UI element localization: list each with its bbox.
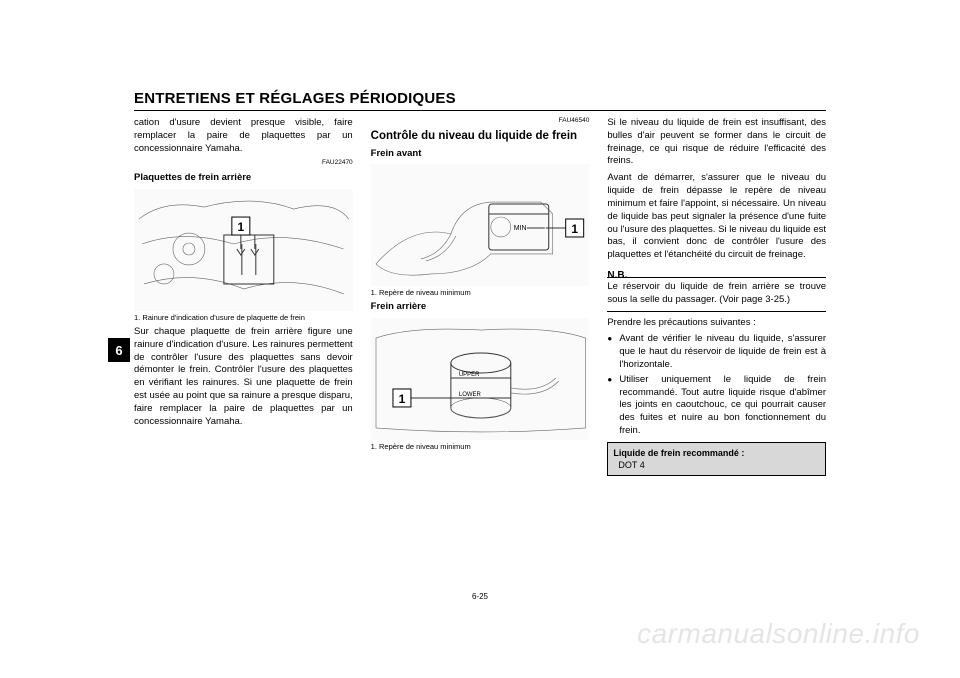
col1-subhead: Plaquettes de frein arrière — [134, 172, 353, 185]
fig2a-label: 1 — [571, 222, 578, 236]
bullet-1: Avant de vérifier le niveau du liquide, … — [607, 333, 826, 371]
figure-rear-brake-reservoir: UPPER LOWER 1 — [371, 318, 590, 440]
fig1-label: 1 — [238, 220, 245, 234]
recommended-fluid-box: Liquide de frein recommandé : DOT 4 — [607, 442, 826, 476]
column-2: FAU46540 Contrôle du niveau du liquide d… — [371, 117, 590, 476]
upper-label: UPPER — [459, 372, 480, 378]
precautions-list: Avant de vérifier le niveau du liquide, … — [607, 333, 826, 438]
watermark: carmanualsonline.info — [637, 618, 920, 650]
col1-body: Sur chaque plaquette de frein arrière fi… — [134, 326, 353, 429]
col2-sub1: Frein avant — [371, 148, 590, 161]
col2-figcap2: 1. Repère de niveau minimum — [371, 442, 590, 451]
col3-p2: Avant de démarrer, s'assurer que le nive… — [607, 172, 826, 262]
min-label: MIN — [513, 225, 526, 232]
col2-mainhead: Contrôle du niveau du liquide de frein — [371, 130, 590, 144]
col2-figcap1: 1. Repère de niveau minimum — [371, 288, 590, 297]
nb-body: Le réservoir du liquide de frein arrière… — [607, 281, 826, 307]
fig2b-label: 1 — [398, 392, 405, 406]
box-value: DOT 4 — [618, 460, 644, 470]
box-label: Liquide de frein recommandé : — [613, 448, 744, 458]
page-number: 6-25 — [134, 592, 826, 601]
figure-rear-brake-pads: 1 — [134, 189, 353, 311]
page-content: ENTRETIENS ET RÉGLAGES PÉRIODIQUES catio… — [134, 90, 826, 476]
col1-intro: cation d'usure devient presque visible, … — [134, 117, 353, 155]
nb-end-rule — [607, 311, 826, 312]
figure-front-brake-reservoir: MIN 1 — [371, 164, 590, 286]
page-header: ENTRETIENS ET RÉGLAGES PÉRIODIQUES — [134, 90, 826, 111]
body-columns: cation d'usure devient presque visible, … — [134, 117, 826, 476]
nb-heading-row: N.B. — [607, 266, 826, 278]
col1-figcap: 1. Rainure d'indication d'usure de plaqu… — [134, 313, 353, 322]
precautions-intro: Prendre les précautions suivantes : — [607, 317, 826, 330]
lower-label: LOWER — [459, 392, 482, 398]
bullet-2: Utiliser uniquement le liquide de frein … — [607, 374, 826, 438]
column-3: Si le niveau du liquide de frein est ins… — [607, 117, 826, 476]
col2-sub2: Frein arrière — [371, 301, 590, 314]
column-1: cation d'usure devient presque visible, … — [134, 117, 353, 476]
col2-refcode: FAU46540 — [371, 117, 590, 126]
col3-p1: Si le niveau du liquide de frein est ins… — [607, 117, 826, 168]
page-title: ENTRETIENS ET RÉGLAGES PÉRIODIQUES — [134, 90, 456, 107]
col1-refcode: FAU22470 — [134, 159, 353, 168]
chapter-tab: 6 — [108, 338, 130, 362]
